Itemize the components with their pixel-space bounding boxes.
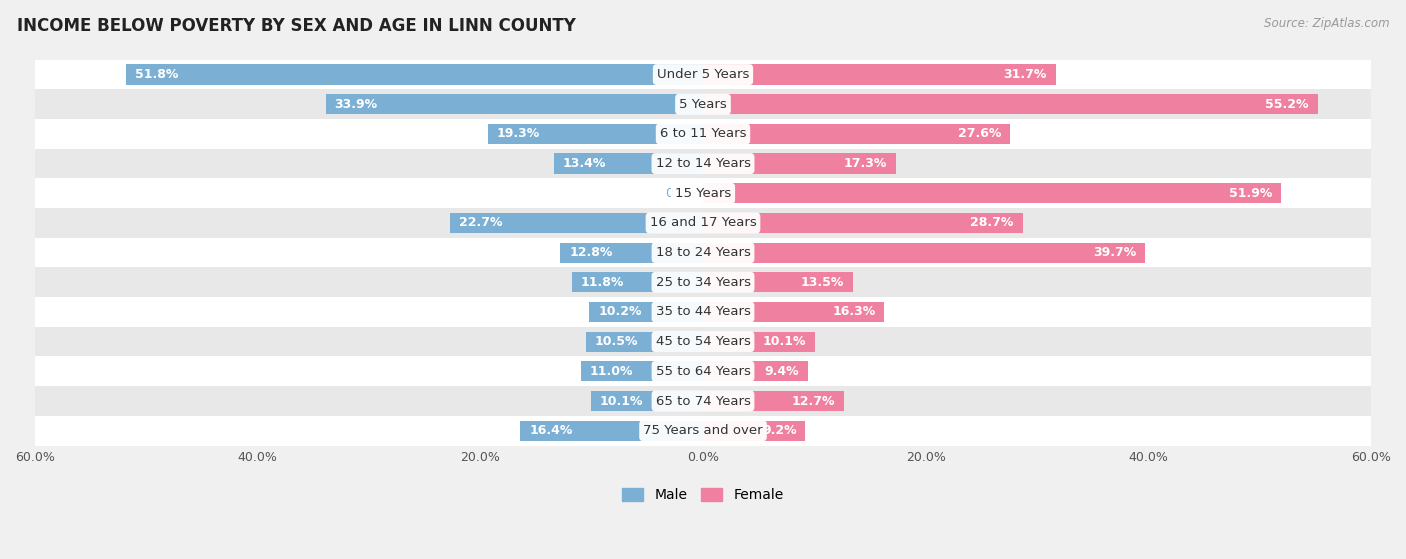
Text: INCOME BELOW POVERTY BY SEX AND AGE IN LINN COUNTY: INCOME BELOW POVERTY BY SEX AND AGE IN L… bbox=[17, 17, 575, 35]
Text: 13.4%: 13.4% bbox=[562, 157, 606, 170]
Bar bbox=[127, 64, 703, 84]
Bar bbox=[35, 119, 1371, 149]
Text: 55 to 64 Years: 55 to 64 Years bbox=[655, 365, 751, 378]
Text: 10.5%: 10.5% bbox=[595, 335, 638, 348]
Bar bbox=[488, 124, 703, 144]
Text: 13.5%: 13.5% bbox=[801, 276, 845, 289]
Bar bbox=[35, 416, 1371, 446]
Bar bbox=[703, 391, 845, 411]
Text: 31.7%: 31.7% bbox=[1004, 68, 1047, 81]
Bar bbox=[326, 94, 703, 115]
Bar bbox=[703, 124, 1011, 144]
Text: 9.4%: 9.4% bbox=[763, 365, 799, 378]
Bar bbox=[35, 327, 1371, 357]
Bar bbox=[703, 272, 853, 292]
Legend: Male, Female: Male, Female bbox=[617, 483, 789, 508]
Bar bbox=[35, 238, 1371, 267]
Bar bbox=[591, 391, 703, 411]
Text: 51.8%: 51.8% bbox=[135, 68, 179, 81]
Bar bbox=[703, 183, 1281, 203]
Text: 16.4%: 16.4% bbox=[529, 424, 572, 437]
Bar bbox=[703, 361, 807, 381]
Text: 16 and 17 Years: 16 and 17 Years bbox=[650, 216, 756, 229]
Bar bbox=[703, 213, 1022, 233]
Bar bbox=[572, 272, 703, 292]
Text: 12 to 14 Years: 12 to 14 Years bbox=[655, 157, 751, 170]
Text: 18 to 24 Years: 18 to 24 Years bbox=[655, 246, 751, 259]
Bar bbox=[561, 243, 703, 263]
Text: 10.2%: 10.2% bbox=[599, 305, 641, 319]
Text: 10.1%: 10.1% bbox=[763, 335, 807, 348]
Text: 35 to 44 Years: 35 to 44 Years bbox=[655, 305, 751, 319]
Text: 28.7%: 28.7% bbox=[970, 216, 1014, 229]
Text: Under 5 Years: Under 5 Years bbox=[657, 68, 749, 81]
Text: 6 to 11 Years: 6 to 11 Years bbox=[659, 127, 747, 140]
Text: 5 Years: 5 Years bbox=[679, 98, 727, 111]
Text: Source: ZipAtlas.com: Source: ZipAtlas.com bbox=[1264, 17, 1389, 30]
Text: 12.7%: 12.7% bbox=[792, 395, 835, 408]
Bar bbox=[520, 420, 703, 440]
Text: 45 to 54 Years: 45 to 54 Years bbox=[655, 335, 751, 348]
Bar bbox=[35, 178, 1371, 208]
Bar bbox=[703, 331, 815, 352]
Bar bbox=[35, 357, 1371, 386]
Bar bbox=[703, 302, 884, 322]
Text: 17.3%: 17.3% bbox=[844, 157, 887, 170]
Text: 55.2%: 55.2% bbox=[1265, 98, 1309, 111]
Text: 39.7%: 39.7% bbox=[1092, 246, 1136, 259]
Text: 11.0%: 11.0% bbox=[589, 365, 633, 378]
Text: 22.7%: 22.7% bbox=[460, 216, 503, 229]
Text: 33.9%: 33.9% bbox=[335, 98, 378, 111]
Bar bbox=[35, 60, 1371, 89]
Text: 25 to 34 Years: 25 to 34 Years bbox=[655, 276, 751, 289]
Text: 75 Years and over: 75 Years and over bbox=[643, 424, 763, 437]
Bar bbox=[35, 89, 1371, 119]
Text: 19.3%: 19.3% bbox=[496, 127, 540, 140]
Text: 11.8%: 11.8% bbox=[581, 276, 624, 289]
Text: 15 Years: 15 Years bbox=[675, 187, 731, 200]
Text: 10.1%: 10.1% bbox=[599, 395, 643, 408]
Bar bbox=[450, 213, 703, 233]
Text: 0.0%: 0.0% bbox=[665, 187, 697, 200]
Bar bbox=[703, 154, 896, 174]
Text: 16.3%: 16.3% bbox=[832, 305, 876, 319]
Text: 9.2%: 9.2% bbox=[762, 424, 797, 437]
Bar bbox=[35, 386, 1371, 416]
Bar bbox=[35, 297, 1371, 327]
Bar bbox=[581, 361, 703, 381]
Text: 12.8%: 12.8% bbox=[569, 246, 613, 259]
Bar bbox=[35, 208, 1371, 238]
Bar bbox=[35, 149, 1371, 178]
Bar bbox=[703, 420, 806, 440]
Bar bbox=[589, 302, 703, 322]
Text: 51.9%: 51.9% bbox=[1229, 187, 1272, 200]
Bar bbox=[554, 154, 703, 174]
Bar bbox=[703, 94, 1317, 115]
Text: 27.6%: 27.6% bbox=[957, 127, 1001, 140]
Bar bbox=[703, 243, 1144, 263]
Text: 65 to 74 Years: 65 to 74 Years bbox=[655, 395, 751, 408]
Bar bbox=[35, 267, 1371, 297]
Bar bbox=[586, 331, 703, 352]
Bar bbox=[703, 64, 1056, 84]
